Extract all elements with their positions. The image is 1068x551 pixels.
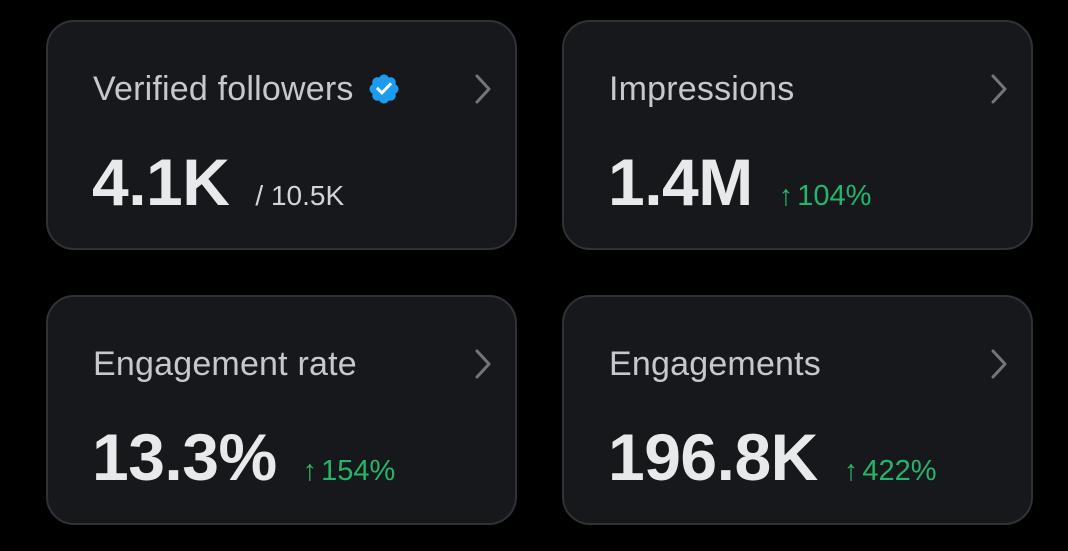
arrow-up-icon: ↑ [302, 455, 318, 487]
chevron-right-icon [991, 349, 1007, 379]
metric-change-value: 422% [862, 455, 937, 487]
metric-row: 196.8K ↑ 422% [608, 419, 937, 499]
verified-badge-icon [369, 74, 399, 104]
metric-change: ↑ 422% [844, 455, 937, 488]
metric-change: ↑ 154% [303, 455, 396, 488]
card-title-engagement-rate: Engagement rate [93, 344, 357, 384]
metric-value: 13.3% [92, 420, 277, 494]
verified-followers-card[interactable]: Verified followers 4.1K / 10.5K [46, 20, 517, 250]
chevron-right-icon [475, 74, 491, 104]
metric-row: 13.3% ↑ 154% [92, 419, 395, 499]
card-title-label: Engagements [609, 344, 822, 383]
metric-change-value: 154% [321, 455, 396, 487]
card-title-impressions: Impressions [609, 69, 794, 109]
card-title-engagements: Engagements [609, 344, 821, 384]
metric-value: 196.8K [608, 420, 818, 494]
metric-value: 1.4M [608, 145, 753, 219]
metric-total: / 10.5K [255, 180, 345, 211]
engagements-card[interactable]: Engagements 196.8K ↑ 422% [562, 295, 1033, 525]
impressions-card[interactable]: Impressions 1.4M ↑ 104% [562, 20, 1033, 250]
card-title-label: Impressions [609, 69, 795, 108]
arrow-up-icon: ↑ [843, 455, 859, 487]
card-title-label: Engagement rate [93, 344, 357, 383]
metric-row: 4.1K / 10.5K [92, 144, 344, 224]
metric-row: 1.4M ↑ 104% [608, 144, 871, 224]
engagement-rate-card[interactable]: Engagement rate 13.3% ↑ 154% [46, 295, 517, 525]
card-title-label: Verified followers [93, 69, 354, 108]
metric-change-value: 104% [797, 180, 872, 212]
card-title-verified-followers: Verified followers [93, 69, 401, 109]
metric-value: 4.1K [92, 145, 230, 219]
chevron-right-icon [475, 349, 491, 379]
metric-change: ↑ 104% [779, 180, 872, 213]
chevron-right-icon [991, 74, 1007, 104]
arrow-up-icon: ↑ [778, 180, 794, 212]
